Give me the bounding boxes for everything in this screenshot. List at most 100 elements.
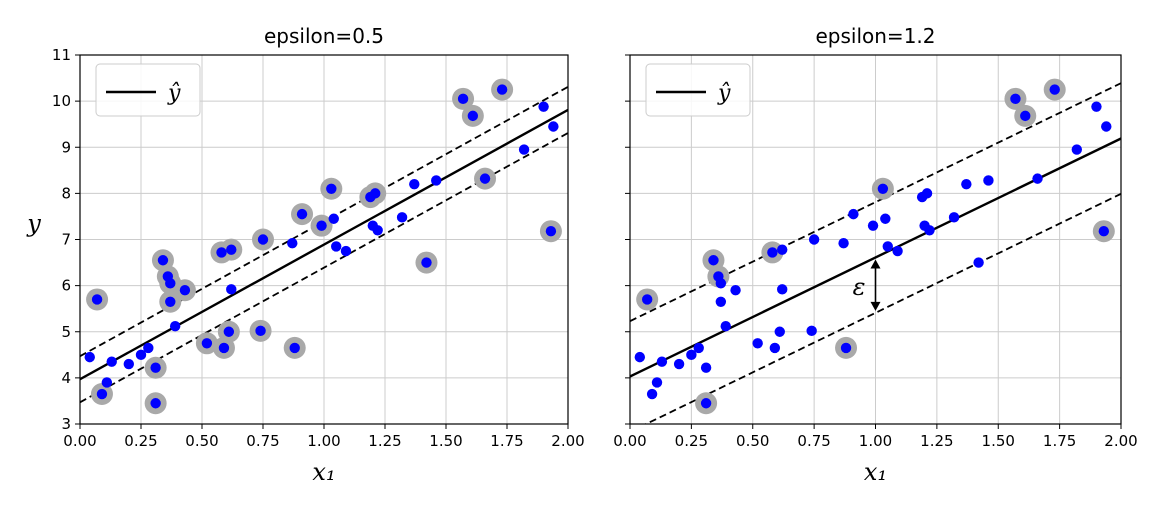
data-point bbox=[409, 178, 420, 190]
data-point bbox=[216, 247, 227, 258]
data-point bbox=[287, 237, 298, 249]
data-point bbox=[777, 244, 788, 255]
x-tick-label: 2.00 bbox=[1104, 432, 1137, 450]
legend-box bbox=[95, 63, 201, 117]
data-point bbox=[752, 338, 763, 349]
data-point bbox=[479, 173, 491, 184]
data-point bbox=[157, 255, 169, 266]
x-axis-label: x₁ bbox=[864, 458, 887, 486]
x-tick-label: 1.25 bbox=[920, 432, 953, 450]
data-point bbox=[150, 398, 161, 409]
legend-label: ŷ bbox=[167, 81, 181, 106]
data-point bbox=[518, 144, 530, 155]
data-point bbox=[179, 285, 191, 296]
data-point bbox=[143, 342, 154, 354]
data-point bbox=[1091, 101, 1102, 112]
data-point bbox=[431, 175, 442, 186]
data-point bbox=[331, 241, 342, 252]
epsilon-arrow-head-up bbox=[870, 259, 881, 269]
data-point bbox=[961, 178, 972, 190]
x-tick-label: 0.50 bbox=[185, 432, 218, 450]
x-tick-label: 1.50 bbox=[982, 432, 1015, 450]
data-point bbox=[646, 388, 658, 400]
data-point bbox=[708, 255, 719, 266]
data-point bbox=[289, 342, 300, 354]
data-point bbox=[634, 351, 646, 363]
data-point bbox=[1071, 144, 1083, 155]
data-point bbox=[700, 398, 712, 409]
data-point bbox=[223, 326, 235, 337]
data-point bbox=[973, 257, 984, 268]
data-point bbox=[150, 362, 161, 373]
data-point bbox=[1098, 225, 1110, 237]
x-tick-label: 1.50 bbox=[429, 432, 462, 450]
data-point bbox=[806, 325, 817, 337]
data-point bbox=[1010, 93, 1021, 105]
data-point bbox=[372, 225, 383, 236]
legend: ŷ bbox=[645, 63, 751, 117]
data-point bbox=[983, 175, 994, 186]
data-point bbox=[316, 220, 327, 231]
data-point bbox=[921, 188, 933, 199]
x-tick-label: 0.75 bbox=[797, 432, 830, 450]
x-tick-label: 1.00 bbox=[307, 432, 340, 450]
data-point bbox=[948, 212, 960, 223]
chart-title: epsilon=1.2 bbox=[815, 24, 935, 48]
data-point bbox=[1101, 121, 1112, 132]
data-point bbox=[1020, 110, 1031, 122]
epsilon-arrow-head-down bbox=[870, 301, 881, 311]
data-point bbox=[201, 338, 213, 349]
legend-box bbox=[645, 63, 751, 117]
data-point bbox=[774, 326, 785, 337]
data-point bbox=[218, 342, 230, 354]
data-point bbox=[686, 349, 697, 361]
x-tick-label: 1.00 bbox=[859, 432, 892, 450]
epsilon-label: ε bbox=[853, 273, 866, 301]
data-point bbox=[257, 234, 269, 245]
data-point bbox=[877, 183, 889, 194]
y-tick-label: 3 bbox=[61, 415, 71, 433]
y-tick-label: 5 bbox=[61, 323, 71, 341]
data-point bbox=[641, 294, 653, 305]
data-point bbox=[165, 278, 176, 289]
y-tick-label: 4 bbox=[61, 369, 71, 387]
data-point bbox=[123, 358, 134, 370]
epsilon-annotation: ε bbox=[853, 259, 881, 311]
x-tick-label: 0.50 bbox=[736, 432, 769, 450]
data-point bbox=[135, 349, 147, 361]
data-point bbox=[848, 208, 859, 220]
x-tick-label: 0.25 bbox=[675, 432, 708, 450]
data-point bbox=[226, 284, 237, 295]
data-point bbox=[840, 342, 852, 354]
data-point bbox=[715, 278, 727, 289]
data-point bbox=[296, 208, 308, 220]
y-tick-label: 11 bbox=[52, 46, 71, 64]
data-point bbox=[496, 84, 508, 95]
data-point bbox=[91, 294, 103, 305]
subplot-2: ε 0.00 0.25 0.50 0.75 1.00 1.25 1.50 1.75 2.00 eps… bbox=[613, 24, 1137, 486]
data-point bbox=[226, 244, 237, 255]
data-point bbox=[165, 296, 176, 307]
data-point bbox=[328, 213, 339, 224]
plot-area-1 bbox=[80, 78, 568, 415]
data-point bbox=[370, 188, 381, 199]
data-point bbox=[548, 121, 559, 132]
data-point bbox=[651, 377, 663, 388]
data-point bbox=[924, 225, 935, 236]
data-point bbox=[693, 342, 704, 354]
y-tick-label: 7 bbox=[61, 231, 71, 249]
data-point bbox=[421, 257, 432, 268]
data-point bbox=[767, 247, 778, 258]
subplot-1: 0.00 0.25 0.50 0.75 1.00 1.25 1.50 1.75 2.00 3 4 5 6… bbox=[26, 24, 584, 486]
data-point bbox=[867, 220, 879, 231]
margin-line-lower bbox=[644, 193, 1121, 424]
x-tick-label: 0.75 bbox=[246, 432, 279, 450]
data-point bbox=[169, 321, 181, 332]
prediction-line bbox=[80, 108, 568, 381]
data-point bbox=[255, 325, 266, 337]
data-point bbox=[396, 212, 408, 223]
data-point bbox=[1049, 84, 1060, 95]
data-point bbox=[538, 101, 549, 112]
data-point bbox=[1032, 173, 1043, 184]
